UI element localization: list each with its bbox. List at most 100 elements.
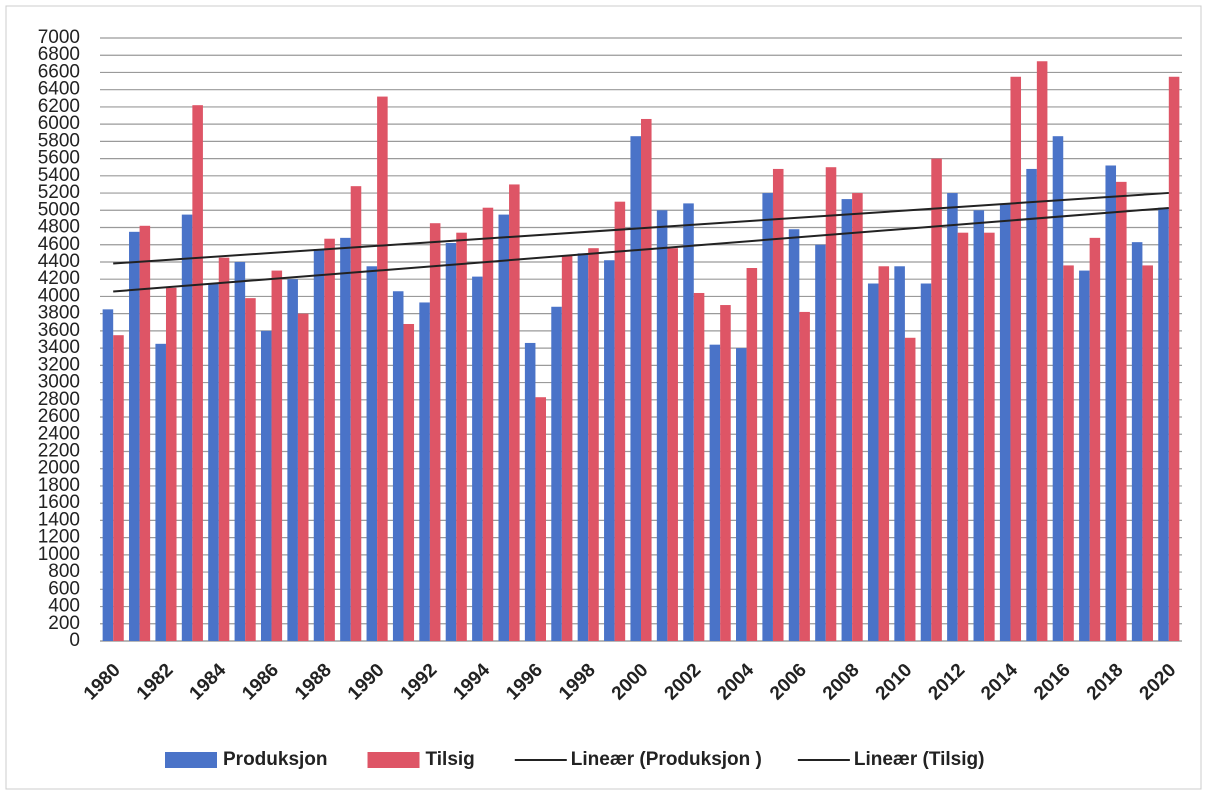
bar	[287, 279, 298, 641]
bar	[456, 232, 467, 641]
y-tick-label: 6600	[38, 61, 80, 82]
bar	[192, 105, 203, 642]
x-tick-label: 1984	[186, 659, 231, 704]
bar	[604, 260, 615, 641]
x-tick-label: 1980	[80, 660, 125, 705]
bar	[1089, 237, 1101, 641]
bar	[762, 193, 773, 642]
trend-line	[113, 206, 1169, 293]
y-tick-label: 5200	[38, 182, 80, 203]
y-tick-label: 6400	[38, 79, 80, 100]
y-tick-label: 3400	[38, 337, 80, 358]
bar	[271, 270, 283, 641]
x-tick-label: 2004	[713, 659, 758, 704]
bar	[350, 186, 362, 641]
x-tick-label: 1992	[397, 660, 442, 705]
bar	[1168, 76, 1180, 641]
bar	[561, 255, 573, 641]
y-tick-label: 3600	[38, 320, 80, 341]
y-tick-label: 1000	[38, 544, 80, 565]
x-tick-label: 2000	[608, 660, 653, 705]
bar	[297, 313, 309, 641]
bar	[102, 309, 114, 641]
y-tick-label: 1400	[38, 509, 80, 530]
y-tick-label: 6200	[38, 96, 80, 117]
y-tick-label: 5800	[38, 130, 80, 151]
bar	[535, 397, 546, 641]
x-tick-label: 1990	[344, 660, 389, 705]
legend-swatch	[367, 752, 420, 768]
legend-label: Lineær (Produksjon )	[571, 749, 762, 770]
bar	[419, 302, 430, 641]
bar	[588, 248, 599, 641]
bar	[524, 342, 536, 641]
bar	[709, 344, 721, 641]
y-tick-label: 3800	[38, 303, 80, 324]
bar	[772, 168, 784, 642]
bar	[498, 214, 510, 642]
bar	[551, 306, 562, 641]
bar	[641, 118, 652, 641]
bar	[340, 237, 351, 641]
x-tick-label: 2012	[924, 660, 969, 705]
x-tick-label: 1994	[449, 659, 494, 704]
bar	[181, 214, 193, 642]
y-tick-label: 800	[48, 561, 80, 582]
bar	[429, 223, 441, 641]
bar	[957, 232, 969, 641]
bar	[366, 266, 378, 641]
bar	[999, 203, 1011, 641]
y-tick-label: 5400	[38, 165, 80, 186]
bar	[746, 268, 758, 641]
bar	[1105, 165, 1117, 641]
bar	[931, 158, 942, 641]
bar	[509, 184, 520, 641]
bar	[472, 276, 483, 641]
bar	[129, 231, 140, 642]
x-tick-label: 1988	[291, 660, 336, 705]
bar	[1036, 61, 1048, 642]
chart-border	[5, 5, 1202, 790]
bar	[1063, 265, 1074, 641]
y-tick-label: 3000	[38, 372, 80, 393]
bar	[324, 238, 335, 641]
x-tick-label: 2010	[872, 660, 917, 705]
legend-label: Produksjon	[223, 749, 328, 770]
bar	[155, 343, 166, 641]
y-tick-label: 4800	[38, 217, 80, 238]
x-tick-label: 1998	[555, 660, 600, 705]
bar	[1079, 270, 1090, 641]
y-tick-label: 2000	[38, 458, 80, 479]
bar	[234, 261, 246, 641]
legend-swatch	[165, 752, 217, 768]
bar	[1142, 265, 1153, 641]
x-tick-label: 2014	[977, 659, 1022, 704]
y-tick-label: 4600	[38, 234, 80, 255]
y-tick-label: 6000	[38, 113, 80, 134]
y-tick-label: 2800	[38, 389, 80, 410]
x-tick-label: 1982	[133, 660, 178, 705]
y-tick-label: 1600	[38, 492, 80, 513]
bar	[973, 210, 985, 642]
y-tick-label: 3200	[38, 354, 80, 375]
x-tick-label: 2002	[661, 660, 706, 705]
bar	[984, 232, 995, 641]
bar	[165, 287, 177, 641]
x-tick-label: 2020	[1136, 660, 1181, 705]
bar	[1131, 242, 1143, 641]
bar	[139, 225, 151, 641]
bar	[656, 210, 668, 642]
bar	[920, 283, 932, 641]
bar	[693, 292, 705, 641]
y-tick-label: 400	[48, 596, 80, 617]
bar	[1026, 168, 1037, 642]
bar	[577, 253, 589, 641]
legend-label: Tilsig	[426, 749, 475, 770]
bar	[403, 323, 415, 641]
bar	[1052, 136, 1064, 641]
bar	[894, 266, 905, 641]
bar	[667, 248, 678, 641]
bar	[630, 136, 641, 641]
y-tick-label: 6800	[38, 44, 80, 65]
